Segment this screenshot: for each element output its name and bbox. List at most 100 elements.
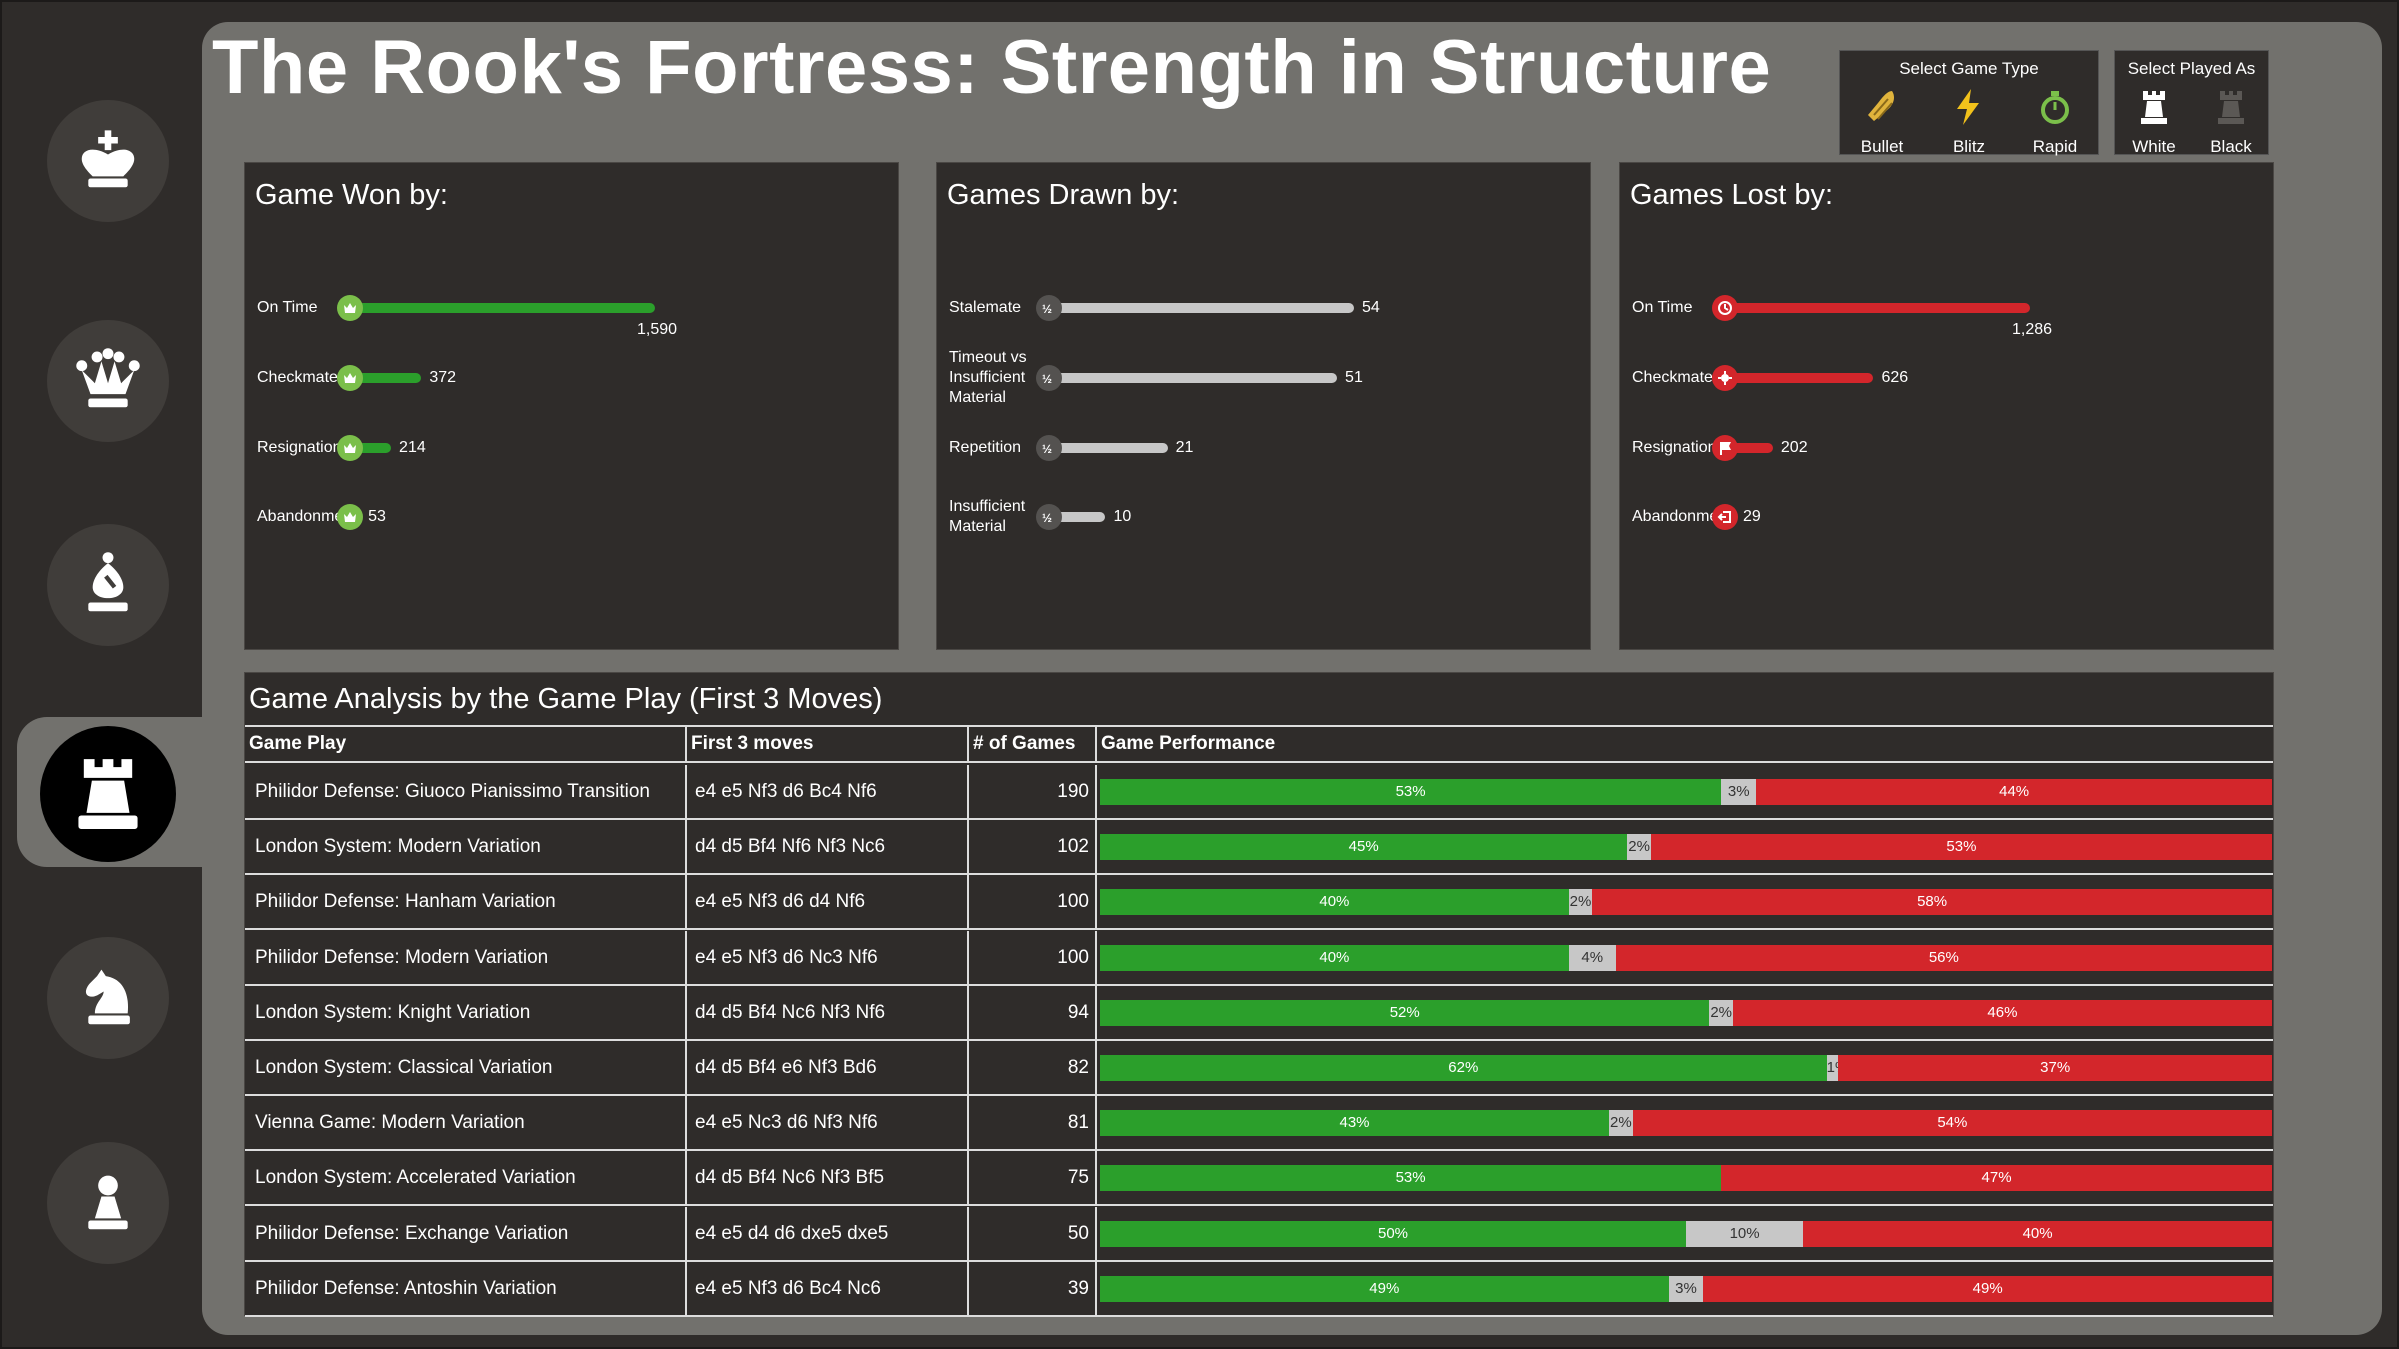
svg-text:½: ½ [1042,302,1052,316]
bar-label: Insufficient Material [949,498,1026,535]
rook-icon [78,759,138,829]
performance-bar: 53% 47% [1100,1165,2272,1192]
bar [350,373,422,383]
crown-icon [337,504,363,530]
target-icon [1712,365,1738,391]
svg-text:½: ½ [1042,442,1052,456]
table-row[interactable]: London System: Knight Variation d4 d5 Bf4… [245,985,2273,1041]
bar-label: Abandonment [1632,508,1732,525]
sidebar-item-bishop[interactable] [47,524,169,646]
loss-segment: 49% [1703,1275,2272,1302]
loss-segment: 58% [1592,889,2272,916]
half-point-icon: ½ [1036,504,1062,530]
filter-blitz-button[interactable]: Blitz [1929,87,2009,157]
bar-value-label: 51 [1345,369,1363,386]
pawn-icon [88,1175,128,1230]
bar [1049,443,1168,453]
filter-black-label: Black [2210,137,2252,156]
cell-game-play: Vienna Game: Modern Variation [245,1096,687,1150]
games-won-title: Game Won by: [255,179,448,211]
bar-value-label: 1,286 [2012,321,2053,338]
main-panel: The Rook's Fortress: Strength in Structu… [202,22,2382,1335]
cell-first-3-moves: e4 e5 d4 d6 dxe5 dxe5 [687,1206,969,1260]
bar [1725,303,2030,313]
game-analysis-title: Game Analysis by the Game Play (First 3 … [249,683,883,715]
half-point-icon: ½ [1036,365,1062,391]
loss-segment: 44% [1756,779,2272,805]
cell-num-games: 100 [969,875,1097,929]
sidebar-item-pawn[interactable] [47,1142,169,1264]
bar [350,443,392,453]
filter-bullet-label: Bullet [1860,137,1904,156]
cell-num-games: 81 [969,1096,1097,1150]
loss-segment: 40% [1803,1220,2272,1247]
played-as-filter: Select Played As White Black [2114,50,2270,157]
svg-text:½: ½ [1042,372,1052,386]
cell-first-3-moves: e4 e5 Nc3 d6 Nf3 Nf6 [687,1096,969,1150]
cell-first-3-moves: d4 d5 Bf4 Nf6 Nf3 Nc6 [687,820,969,874]
cell-game-play: Philidor Defense: Antoshin Variation [245,1261,687,1315]
cell-game-play: Philidor Defense: Modern Variation [245,930,687,984]
cell-num-games: 39 [969,1261,1097,1315]
performance-bar: 53% 3% 44% [1100,779,2272,805]
game-type-filter: Select Game Type Bullet Blitz Rapid [1839,50,2099,157]
table-row[interactable]: Vienna Game: Modern Variation e4 e5 Nc3 d… [245,1096,2273,1152]
games-lost-card: Games Lost by: On Time 1,286 Checkmate 626 R… [1619,162,2274,650]
bar-value-label: 54 [1362,299,1380,316]
bar-label: Timeout vs Insufficient Material [949,349,1027,406]
sidebar-item-knight[interactable] [47,937,169,1059]
knight-icon [85,969,130,1025]
loss-segment: 53% [1650,834,2272,861]
games-lost-title: Games Lost by: [1630,179,1834,211]
queen-icon [76,348,140,408]
cell-num-games: 102 [969,820,1097,874]
cell-num-games: 50 [969,1206,1097,1260]
table-row[interactable]: Philidor Defense: Hanham Variation e4 e5 … [245,875,2273,931]
win-segment: 40% [1100,889,1569,916]
sidebar-item-rook[interactable] [40,726,176,862]
cell-num-games: 75 [969,1151,1097,1205]
filter-bullet-button[interactable]: Bullet [1842,87,1922,157]
cell-first-3-moves: d4 d5 Bf4 e6 Nf3 Bd6 [687,1041,969,1094]
bar-value-label: 626 [1881,369,1909,386]
stopwatch-icon [2041,91,2069,124]
cell-game-play: Philidor Defense: Exchange Variation [245,1206,687,1260]
column-header-game-play: Game Play [245,727,687,761]
bar-value-label: 29 [1743,508,1761,525]
filter-rapid-button[interactable]: Rapid [2015,87,2095,157]
exit-icon [1712,504,1738,530]
table-row[interactable]: Philidor Defense: Antoshin Variation e4 e… [245,1261,2273,1317]
flag-icon [1712,435,1738,461]
bar-label: On Time [257,299,318,316]
bar [350,303,655,313]
win-segment: 52% [1100,999,1710,1026]
column-header-first-3-moves: First 3 moves [687,727,969,761]
bar-label: Abandonment [257,508,357,525]
win-segment: 49% [1100,1275,1669,1302]
game-analysis-table: Game Analysis by the Game Play (First 3 … [244,672,2274,1317]
table-row[interactable]: Philidor Defense: Giuoco Pianissimo Tran… [245,765,2273,820]
table-row[interactable]: London System: Accelerated Variation d4 d… [245,1151,2273,1207]
performance-bar: 40% 2% 58% [1100,889,2272,916]
cell-num-games: 82 [969,1041,1097,1094]
table-row[interactable]: Philidor Defense: Modern Variation e4 e5 … [245,930,2273,986]
table-row[interactable]: London System: Modern Variation d4 d5 Bf4… [245,820,2273,876]
win-segment: 40% [1100,944,1569,971]
filter-black-button[interactable]: Black [2192,87,2270,157]
sidebar-item-king[interactable] [47,100,169,222]
performance-bar: 43% 2% 54% [1100,1110,2272,1137]
games-won-card: Game Won by: On Time 1,590 Checkmate 372 Res… [244,162,899,650]
sidebar-item-queen[interactable] [47,320,169,442]
crown-icon [337,435,363,461]
bar [1049,373,1338,383]
cell-game-play: London System: Knight Variation [245,985,687,1039]
cell-game-play: Philidor Defense: Hanham Variation [245,875,687,929]
bar-value-label: 10 [1113,508,1132,525]
win-segment: 43% [1100,1110,1610,1137]
performance-bar: 45% 2% 53% [1100,834,2272,861]
win-segment: 45% [1100,834,1628,861]
table-row[interactable]: Philidor Defense: Exchange Variation e4 e… [245,1206,2273,1262]
draw-segment: 2% [1709,999,1733,1026]
table-row[interactable]: London System: Classical Variation d4 d5 … [245,1041,2273,1096]
filter-white-button[interactable]: White [2115,87,2193,157]
